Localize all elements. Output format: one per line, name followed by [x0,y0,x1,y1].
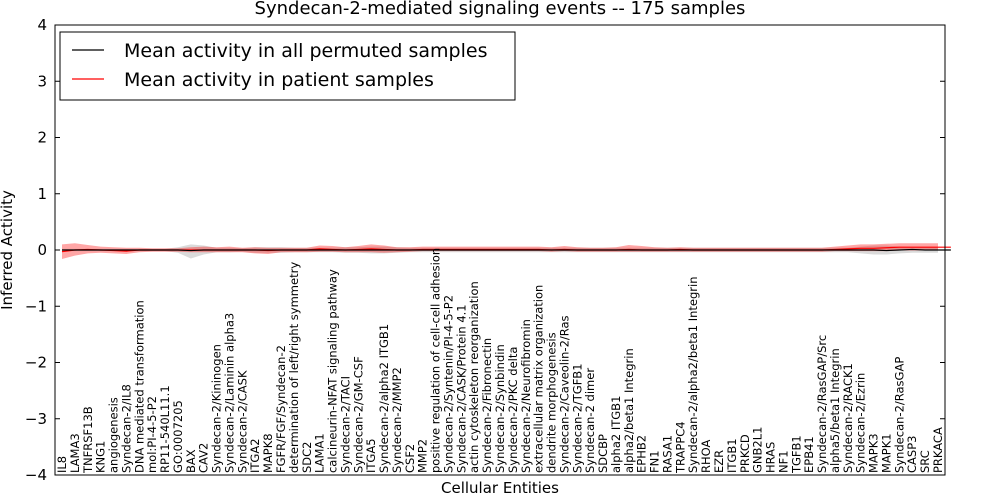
y-tick-label: −4 [25,466,47,484]
x-category-label: GO:0007205 [171,400,185,473]
x-category-label: ITGA2 [248,438,262,473]
y-tick-label: 4 [37,16,47,34]
x-category-label: LAMA1 [313,433,327,473]
x-category-label: Syndecan-2/CASK/Protein 4.1 [454,304,468,473]
x-category-label: PRKACA [931,427,945,473]
x-category-label: KNG1 [94,441,108,473]
x-category-label: TGFB1 [789,435,803,474]
x-category-label: Syndecan-2/PKC delta [506,347,520,473]
x-category-label: alpha2/beta1 Integrin [622,348,636,473]
x-category-label: Syndecan-2/Kininogen [210,344,224,473]
x-category-label: Syndecan-2/Neurofibromin [519,319,533,473]
x-category-label: CASP3 [905,436,919,473]
x-category-label: FN1 [648,450,662,473]
band-permuted [62,244,938,259]
x-category-label: ITGA5 [364,438,378,473]
x-category-label: MAPK3 [867,433,881,473]
x-category-label: Syndecan-2/Syntenin/PI-4-5-P2 [441,295,455,473]
x-category-label: PRKCD [738,434,752,473]
x-category-label: BAX [184,449,198,473]
x-category-label: determination of left/right symmetry [287,262,301,473]
x-category-label: LAMA3 [68,433,82,473]
x-category-label: actin cytoskeleton reorganization [467,281,481,473]
x-category-label: Syndecan-2/RACK1 [841,363,855,473]
x-category-label: Syndecan-2/RasGAP/Src [815,335,829,473]
x-category-label: DNA mediated transformation [132,300,146,473]
x-category-label: Syndecan-2/TACI [338,376,352,473]
x-category-label: ITGB1 [725,438,739,473]
x-category-label: Syndecan-2/Fibronectin [480,338,494,473]
legend: Mean activity in all permuted samples Me… [59,31,516,101]
y-tick-label: 0 [37,241,47,259]
x-category-label: GNB2L1 [751,427,765,473]
y-tick-label: −2 [25,354,47,372]
x-category-label: Syndecan-2/CASK [235,370,249,473]
legend-label-patient: Mean activity in patient samples [124,69,434,91]
series-line-permuted [62,248,951,252]
x-category-label: alpha2 ITGB1 [609,396,623,473]
chart-title: Syndecan-2-mediated signaling events -- … [255,0,746,19]
x-axis-title: Cellular Entities [441,479,559,497]
y-tick-label: −1 [25,297,47,315]
x-category-label: Syndecan-2/Laminin alpha3 [222,313,236,473]
x-category-label: Syndecan-2/Synbindin [493,344,507,473]
x-category-label: Syndecan-2/MMP2 [390,367,404,473]
x-category-label: Syndecan-2/TGFB1 [570,363,584,473]
x-category-label: dendrite morphogenesis [545,332,559,473]
x-category-label: SDCBP [596,434,610,473]
x-category-label: Syndecan-2/Ezrin [854,373,868,473]
x-category-label: IL8 [55,456,69,473]
y-tick-label: −3 [25,410,47,428]
x-category-label: EPB41 [802,436,816,473]
x-category-label: Syndecan-2/Caveolin-2/Ras [557,315,571,473]
x-category-label: HRAS [764,442,778,473]
y-axis-title: Inferred Activity [0,190,16,310]
x-category-label: SDC2 [300,441,314,473]
x-category-labels: IL8LAMA3TNFRSF13BKNG1angiogenesisSyndeca… [55,248,945,474]
y-axis: −4 −3 −2 −1 0 1 2 3 4 [25,16,945,484]
x-category-label: Syndecan-2/GM-CSF [351,356,365,473]
x-category-label: RHOA [699,440,713,473]
x-category-label: CSF2 [403,444,417,473]
x-category-label: EZR [712,450,726,473]
x-category-label: mol:PI-4-5-P2 [145,396,159,473]
y-tick-label: 3 [37,72,47,90]
x-category-label: TRAPPC4 [673,421,687,474]
x-category-label: alpha5/beta1 Integrin [828,348,842,473]
x-category-label: Syndecan-2/alpha2/beta1 Integrin [686,276,700,473]
plot-area [61,243,951,259]
x-category-label: CAV2 [197,443,211,473]
x-category-label: MAPK8 [261,433,275,473]
x-category-label: angiogenesis [107,397,121,473]
x-category-label: positive regulation of cell-cell adhesio… [429,248,443,473]
x-category-label: calcineurin-NFAT signaling pathway [326,269,340,473]
x-category-label: Syndecan-2/IL8 [119,384,133,473]
x-category-label: Syndecan-2/alpha2 ITGB1 [377,324,391,473]
plot-frame [54,24,946,476]
x-category-label: NF1 [776,450,790,473]
x-category-label: MMP2 [416,439,430,473]
x-category-label: RP11-540L11.1 [158,385,172,473]
x-category-label: extracellular matrix organization [532,285,546,473]
x-category-label: TNFRSF13B [81,406,95,474]
x-category-label: RASA1 [660,435,674,473]
x-category-label: FGFR/FGF/Syndecan-2 [274,345,288,473]
x-category-label: Syndecan-2 dimer [583,368,597,473]
x-category-label: Syndecan-2/RasGAP [892,357,906,473]
x-category-label: MAPK1 [879,433,893,473]
legend-box [59,31,516,101]
x-category-label: SRC [918,450,932,473]
x-category-label: EPHB2 [635,435,649,473]
legend-label-permuted: Mean activity in all permuted samples [124,40,487,62]
band-patient [62,243,938,259]
y-tick-label: 2 [37,129,47,147]
y-tick-label: 1 [37,185,47,203]
